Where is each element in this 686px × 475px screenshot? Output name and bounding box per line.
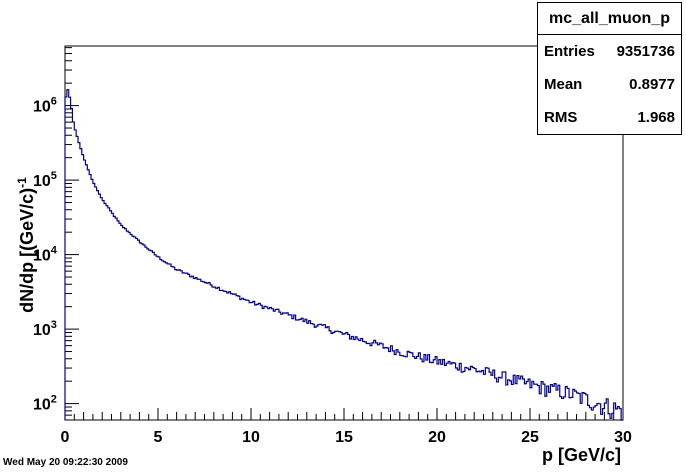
y-tick-label: 104 bbox=[33, 245, 58, 265]
x-tick-label: 0 bbox=[61, 429, 70, 446]
y-tick-label: 102 bbox=[33, 394, 57, 414]
stats-rms-value: 1.968 bbox=[637, 109, 675, 126]
x-tick-label: 25 bbox=[521, 429, 539, 446]
stats-mean-label: Mean bbox=[544, 76, 583, 93]
axis-ticks bbox=[64, 47, 624, 420]
stats-row-mean: Mean 0.8977 bbox=[538, 68, 681, 101]
histogram-series-line bbox=[64, 89, 623, 421]
y-axis-label: dN/dp [(GeV/c)-1 bbox=[15, 177, 37, 313]
x-tick-label: 30 bbox=[614, 429, 632, 446]
footer-timestamp: Wed May 20 09:22:30 2009 bbox=[3, 457, 128, 468]
y-tick-label: 105 bbox=[33, 170, 57, 190]
x-tick-label: 20 bbox=[428, 429, 446, 446]
stats-entries-label: Entries bbox=[544, 43, 595, 60]
stats-title: mc_all_muon_p bbox=[538, 3, 681, 35]
stats-row-rms: RMS 1.968 bbox=[538, 101, 681, 134]
x-tick-label: 15 bbox=[335, 429, 353, 446]
stats-box: mc_all_muon_p Entries 9351736 Mean 0.897… bbox=[537, 2, 682, 135]
stats-rms-label: RMS bbox=[544, 109, 578, 126]
y-tick-label: 103 bbox=[33, 319, 57, 339]
stats-mean-value: 0.8977 bbox=[629, 76, 675, 93]
y-tick-label: 106 bbox=[33, 96, 57, 116]
x-tick-label: 10 bbox=[242, 429, 260, 446]
stats-row-entries: Entries 9351736 bbox=[538, 35, 681, 68]
x-axis-label: p [GeV/c] bbox=[542, 445, 621, 465]
stats-entries-value: 9351736 bbox=[616, 43, 675, 60]
axis-tick-labels: 0 5 10 15 20 25 30 102 103 104 105 106 bbox=[33, 96, 632, 446]
x-tick-label: 5 bbox=[154, 429, 163, 446]
